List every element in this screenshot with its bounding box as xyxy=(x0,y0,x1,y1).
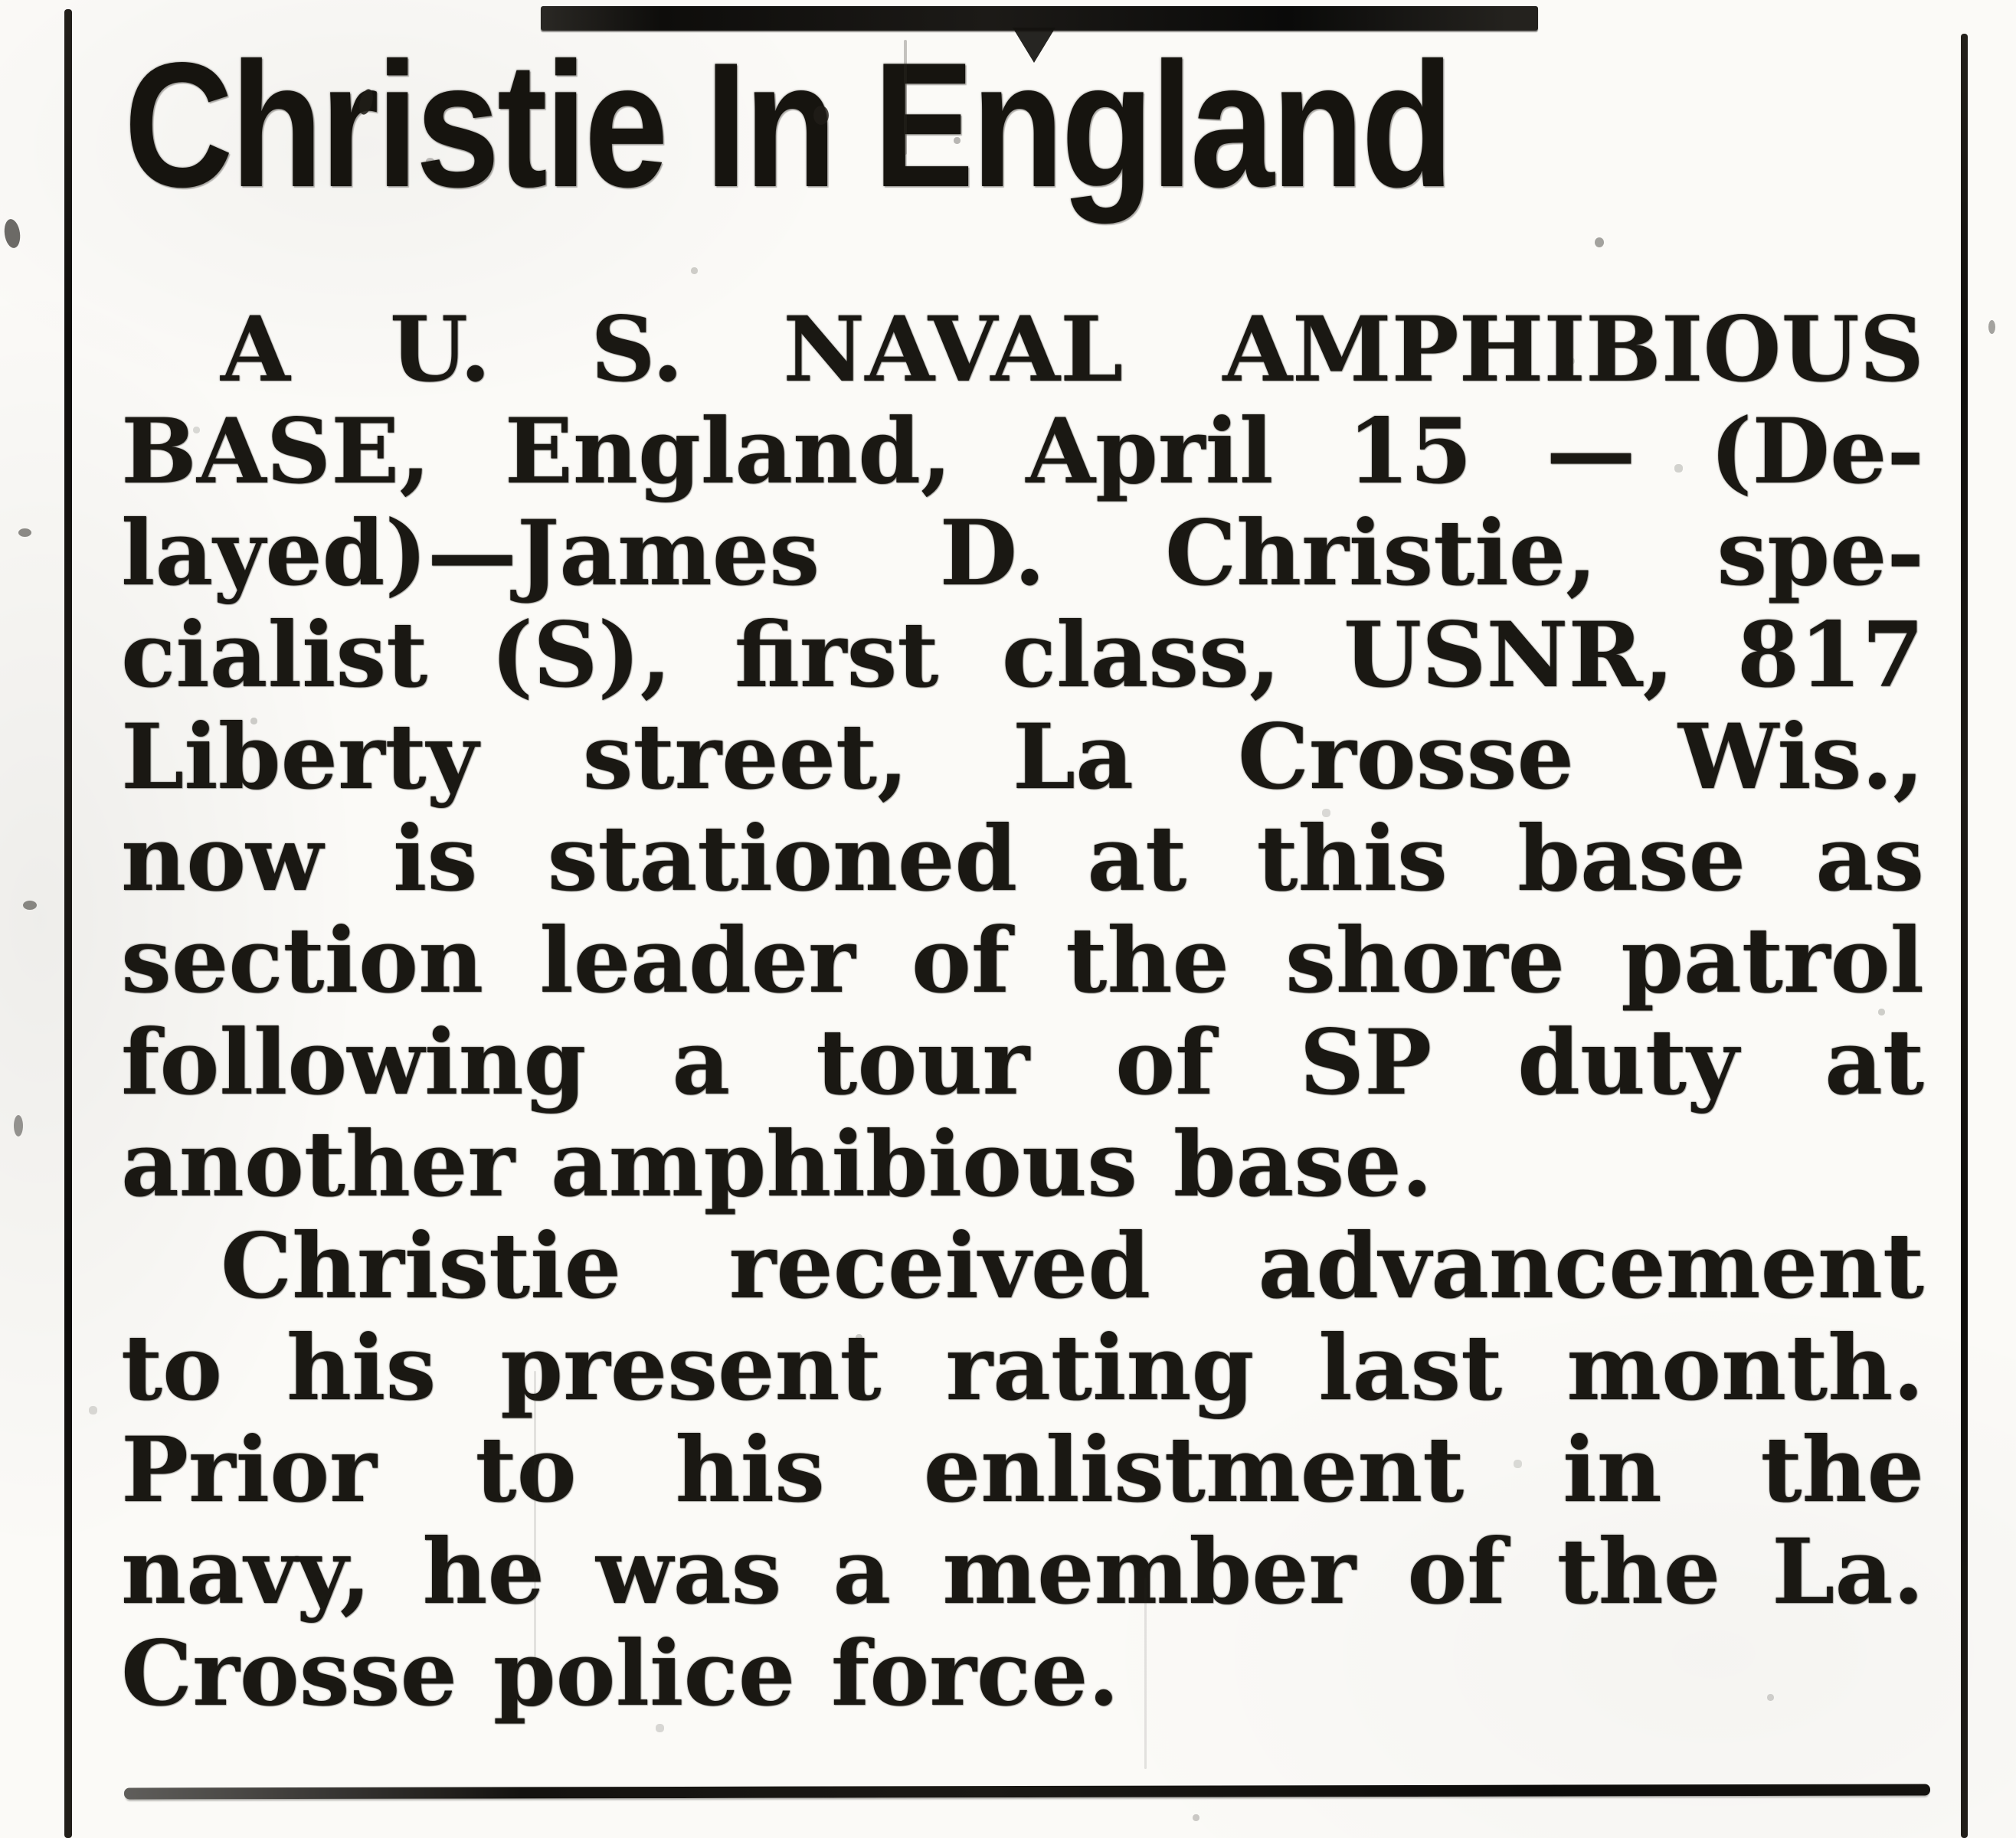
left-column-rule xyxy=(64,9,72,1838)
ink-speck xyxy=(1595,237,1604,247)
ink-speck xyxy=(23,901,37,910)
article-line: to his present rating last month. xyxy=(121,1315,1924,1421)
article-line: layed)—James D. Christie, spe- xyxy=(121,500,1924,606)
scan-scratch xyxy=(534,1371,536,1677)
article-line: following a tour of SP duty at xyxy=(121,1009,1924,1115)
article-line: now is stationed at this base as xyxy=(121,806,1924,911)
scan-scratch xyxy=(1144,1578,1147,1769)
bottom-rule xyxy=(123,1784,1931,1800)
article-line: A U. S. NAVAL AMPHIBIOUS xyxy=(221,296,1924,402)
scan-noise xyxy=(0,0,2,2)
article-headline: Christie In England xyxy=(124,26,1454,224)
ink-speck xyxy=(14,1115,23,1136)
article-line: cialist (S), first class, USNR, 817 xyxy=(121,602,1924,708)
article-line: Christie received advancement xyxy=(221,1213,1924,1319)
article-line: Prior to his enlistment in the xyxy=(121,1417,1924,1522)
ink-speck xyxy=(18,528,31,537)
article-line: section leader of the shore patrol xyxy=(121,908,1924,1013)
ink-drip xyxy=(1013,28,1055,63)
scan-scratch xyxy=(904,40,907,155)
article-line: navy, he was a member of the La. xyxy=(121,1519,1924,1624)
ink-speck xyxy=(813,106,829,125)
ink-speck xyxy=(2,217,22,250)
ink-speck xyxy=(1988,320,1995,334)
article-line: another amphibious base. xyxy=(121,1111,1433,1217)
article-line: BASE, England, April 15 — (De- xyxy=(121,398,1924,504)
article-body: A U. S. NAVAL AMPHIBIOUS BASE, England, … xyxy=(121,299,1924,1725)
top-ink-bar xyxy=(541,6,1538,31)
article-line: Liberty street, La Crosse Wis., xyxy=(121,704,1924,809)
right-column-rule xyxy=(1961,34,1968,1838)
article-line: Crosse police force. xyxy=(121,1621,1120,1726)
